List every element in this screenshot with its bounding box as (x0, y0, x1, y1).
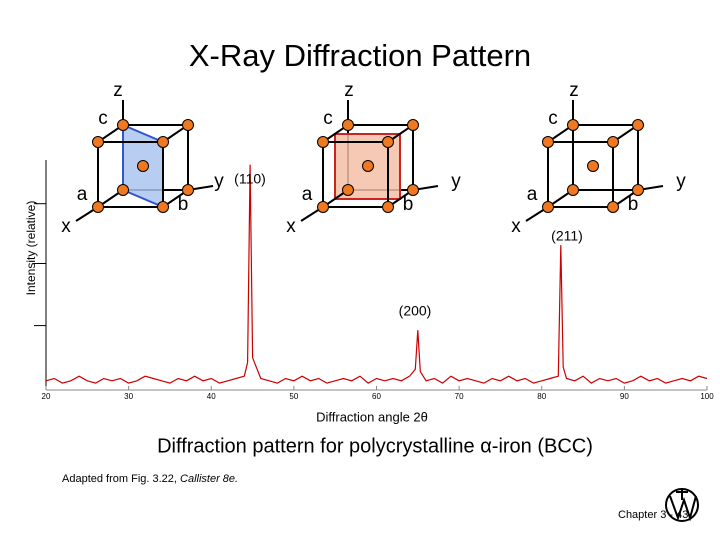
y-axis-label: Intensity (relative) (24, 201, 38, 296)
atom (362, 160, 374, 172)
atom (157, 136, 169, 148)
caption: Diffraction pattern for polycrystalline … (157, 435, 593, 457)
x-tick-label: 90 (620, 392, 629, 401)
atom (632, 119, 644, 131)
atom (317, 136, 329, 148)
peak-label: (211) (551, 228, 583, 244)
x-tick-label: 20 (42, 392, 51, 401)
x-tick-label: 60 (372, 392, 381, 401)
logo (665, 488, 699, 522)
cube-label: c (548, 108, 558, 129)
cube-label: a (302, 184, 313, 205)
atom (157, 201, 169, 213)
atom (137, 160, 149, 172)
data-line (45, 164, 708, 384)
atom (632, 184, 644, 196)
peak-label: (110) (234, 171, 266, 187)
atom (317, 201, 329, 213)
cube-front (547, 141, 614, 208)
atom (117, 119, 129, 131)
atom (407, 119, 419, 131)
x-tick-label: 50 (289, 392, 298, 401)
atom (382, 136, 394, 148)
cube-label: z (344, 80, 354, 101)
cube-label: b (403, 194, 414, 215)
atom (342, 184, 354, 196)
cube-label: y (451, 171, 461, 192)
atom (182, 184, 194, 196)
unit-cell: zc ax b y (286, 80, 461, 237)
atom (117, 184, 129, 196)
atom (182, 119, 194, 131)
cube-label: z (113, 80, 123, 101)
cube-label: z (569, 80, 579, 101)
chart-title: X-Ray Diffraction Pattern (189, 38, 531, 73)
cube-label: x (61, 216, 71, 237)
unit-cell: zc ax b y (61, 80, 224, 237)
cube-label: y (214, 171, 224, 192)
x-tick-label: 100 (700, 392, 714, 401)
atom (92, 136, 104, 148)
unit-cell: zc ax b y (511, 80, 686, 237)
atom (342, 119, 354, 131)
atom (567, 184, 579, 196)
cube-label: b (178, 194, 189, 215)
atom (587, 160, 599, 172)
cube-label: y (676, 171, 686, 192)
atom (382, 201, 394, 213)
cube-front (322, 141, 389, 208)
source-book: Callister 8e. (180, 473, 238, 485)
footer: Chapter 3 - 43 (618, 509, 688, 521)
atom (607, 201, 619, 213)
peak-label: (200) (399, 303, 432, 319)
source: Adapted from Fig. 3.22, Callister 8e. (62, 473, 238, 485)
x-tick-label: 70 (455, 392, 464, 401)
source-text: Adapted from Fig. 3.22, (62, 473, 180, 485)
cube-label: a (77, 184, 88, 205)
cube-label: x (286, 216, 296, 237)
cube-label: x (511, 216, 521, 237)
x-tick-label: 80 (537, 392, 546, 401)
x-tick-label: 30 (124, 392, 133, 401)
cube-label: c (323, 108, 333, 129)
atom (92, 201, 104, 213)
atom (567, 119, 579, 131)
atom (407, 184, 419, 196)
atom (542, 136, 554, 148)
cube-label: b (628, 194, 639, 215)
x-tick-label: 40 (207, 392, 216, 401)
cube-back (572, 124, 639, 191)
cube-label: a (527, 184, 538, 205)
atom (607, 136, 619, 148)
x-axis-label: Diffraction angle 2θ (316, 409, 428, 424)
atom (542, 201, 554, 213)
cube-front (97, 141, 164, 208)
cube-label: c (98, 108, 108, 129)
